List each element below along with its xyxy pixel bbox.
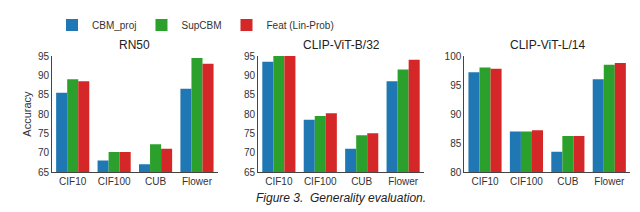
svg-text:Accuracy: Accuracy — [21, 91, 33, 137]
svg-text:CUB: CUB — [145, 176, 166, 187]
svg-text:90: 90 — [38, 70, 50, 81]
svg-text:CUB: CUB — [557, 176, 578, 187]
svg-text:RN50: RN50 — [119, 38, 150, 52]
svg-text:70: 70 — [38, 147, 50, 158]
svg-text:CUB: CUB — [351, 176, 372, 187]
svg-text:90: 90 — [450, 109, 462, 120]
svg-text:75: 75 — [244, 128, 256, 139]
svg-text:85: 85 — [38, 89, 50, 100]
svg-text:80: 80 — [244, 109, 256, 120]
svg-text:Flower: Flower — [388, 176, 419, 187]
svg-text:CIF10: CIF10 — [471, 176, 499, 187]
svg-text:Figure 3. Generality evaluati: Figure 3. Generality evaluation. — [256, 191, 426, 205]
svg-text:CBM_proj: CBM_proj — [92, 20, 136, 31]
svg-text:Flower: Flower — [594, 176, 625, 187]
svg-text:CIF10: CIF10 — [265, 176, 293, 187]
svg-text:65: 65 — [244, 167, 256, 178]
svg-text:CIF100: CIF100 — [98, 176, 131, 187]
svg-text:85: 85 — [244, 89, 256, 100]
svg-text:CLIP-ViT-L/14: CLIP-ViT-L/14 — [510, 38, 585, 52]
svg-text:95: 95 — [244, 51, 256, 62]
svg-text:CIF100: CIF100 — [510, 176, 543, 187]
svg-text:90: 90 — [244, 70, 256, 81]
svg-text:CIF10: CIF10 — [59, 176, 87, 187]
svg-text:CLIP-ViT-B/32: CLIP-ViT-B/32 — [303, 38, 380, 52]
svg-text:95: 95 — [450, 80, 462, 91]
svg-text:Feat (Lin-Prob): Feat (Lin-Prob) — [266, 20, 333, 31]
svg-text:65: 65 — [38, 167, 50, 178]
svg-text:SupCBM: SupCBM — [181, 20, 221, 31]
svg-text:85: 85 — [450, 138, 462, 149]
svg-text:75: 75 — [38, 128, 50, 139]
svg-text:CIF100: CIF100 — [304, 176, 337, 187]
svg-text:80: 80 — [450, 167, 462, 178]
svg-text:95: 95 — [38, 51, 50, 62]
svg-text:80: 80 — [38, 109, 50, 120]
svg-text:70: 70 — [244, 147, 256, 158]
svg-text:Flower: Flower — [182, 176, 213, 187]
svg-text:100: 100 — [445, 51, 462, 62]
